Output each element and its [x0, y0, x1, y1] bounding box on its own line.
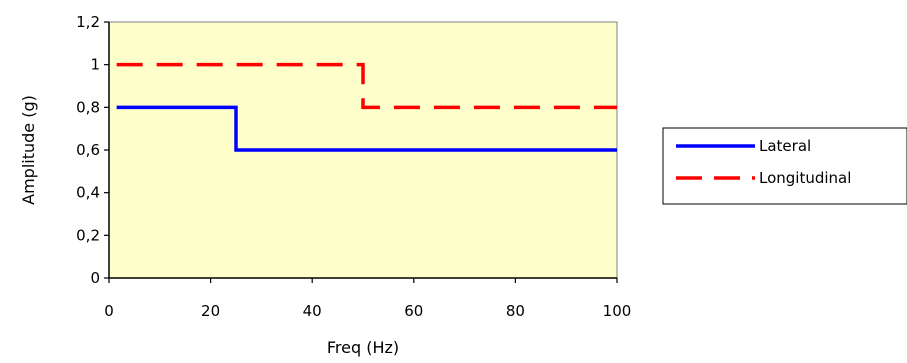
y-tick-label: 0,6: [76, 141, 100, 159]
x-axis-ticks: 0 20 40 60 80 100: [104, 278, 631, 320]
legend-box: [662, 127, 907, 205]
series-layer: [116, 62, 617, 152]
series-line-longitudinal: [116, 62, 617, 110]
series-line-lateral: [116, 105, 617, 152]
legend-label-lateral: Lateral: [759, 137, 811, 155]
x-tick-label: 60: [404, 302, 423, 320]
x-tick-label: 80: [506, 302, 525, 320]
x-tick-label: 20: [201, 302, 220, 320]
legend-label-longitudinal: Longitudinal: [759, 169, 851, 187]
x-tick-label: 100: [603, 302, 632, 320]
y-tick-label: 0,8: [76, 98, 100, 116]
x-axis-title: Freq (Hz): [327, 338, 399, 357]
x-tick-label: 0: [104, 302, 114, 320]
legend: Lateral Longitudinal: [662, 127, 907, 205]
y-tick-label: 0,2: [76, 226, 100, 244]
x-tick-label: 40: [303, 302, 322, 320]
y-tick-label: 1: [90, 56, 100, 74]
y-axis-title: Amplitude (g): [19, 95, 38, 205]
y-tick-label: 0,4: [76, 184, 100, 202]
y-tick-label: 0: [90, 269, 100, 287]
y-tick-label: 1,2: [76, 13, 100, 31]
y-axis-ticks: 0 0,2 0,4 0,6 0,8 1 1,2: [76, 13, 109, 287]
